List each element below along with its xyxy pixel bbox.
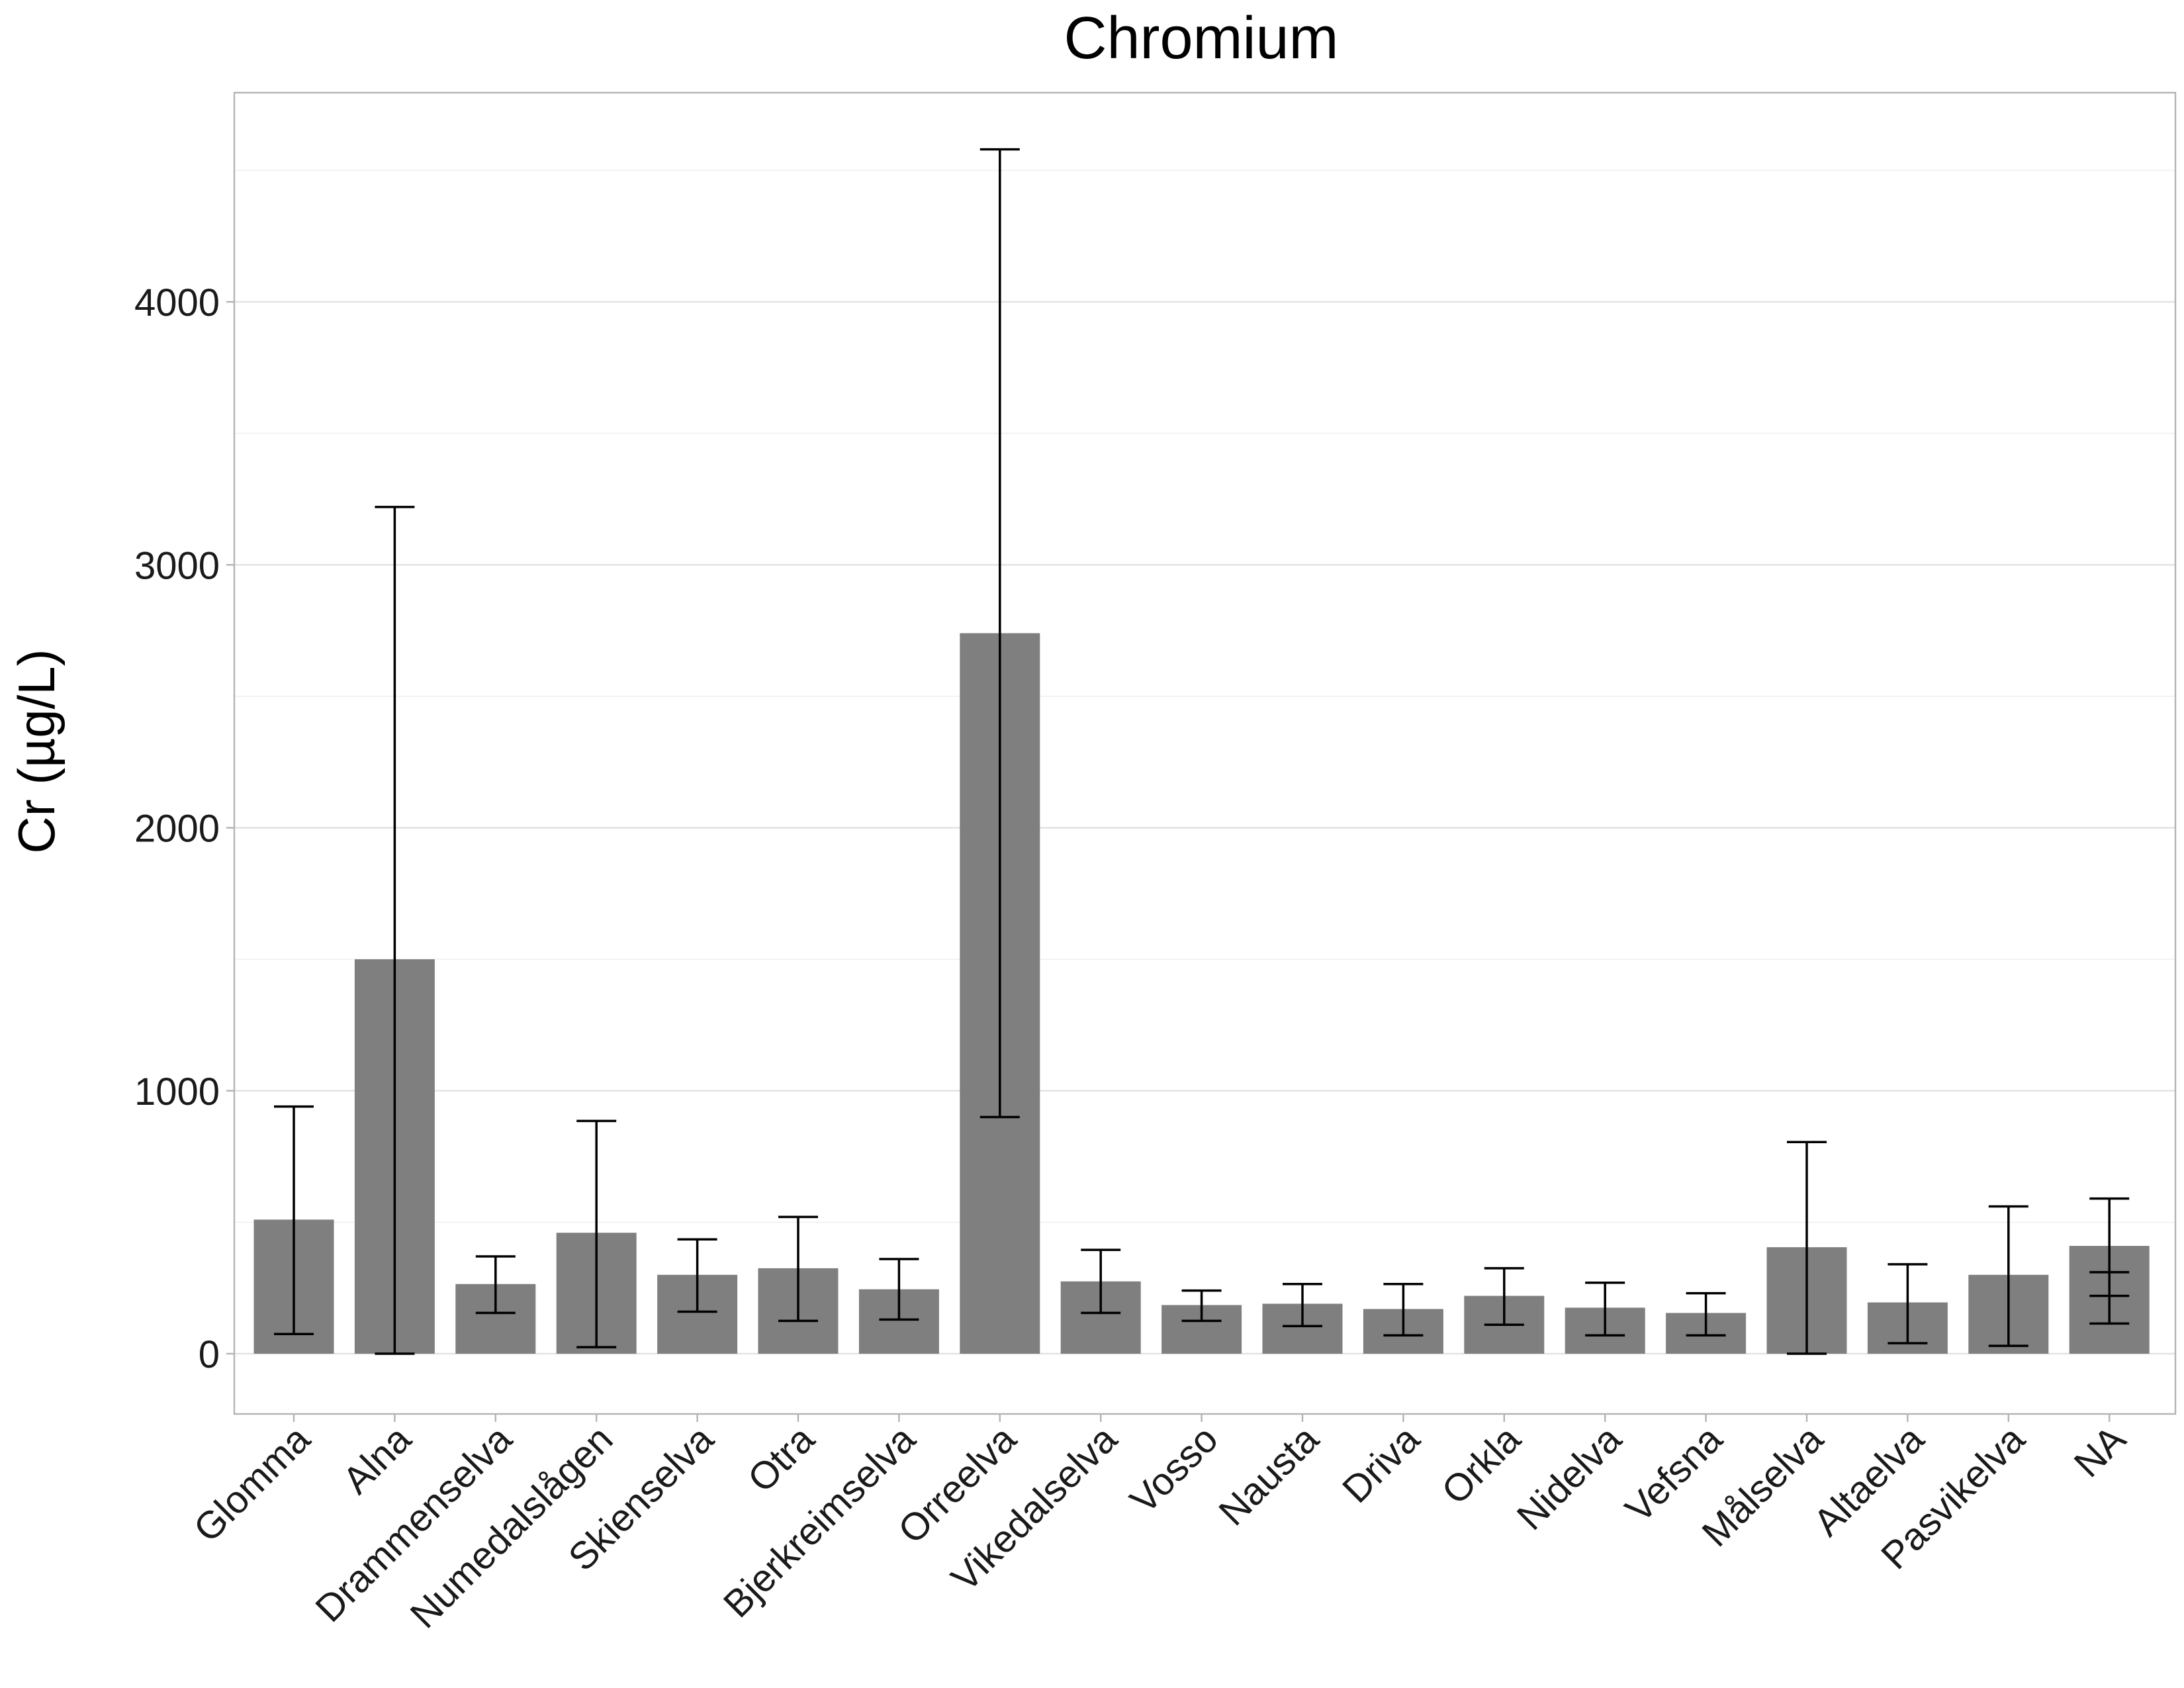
error-bar-numedalslågen [576,1119,617,1348]
plot-panel-border [233,91,2177,1415]
error-bar-glomma [274,1105,314,1335]
error-bars [274,148,2130,1355]
error-bar-nausta [1283,1282,1322,1328]
y-tick-label: 0 [199,1333,220,1376]
x-tick-label: Nidelva [1509,1417,1630,1538]
error-bar-pasvikelva [1988,1205,2028,1347]
error-bar-driva [1383,1282,1424,1336]
error-bar-orkla [1484,1267,1524,1327]
error-bar-orreelva [979,148,1020,1119]
y-tick-label: 3000 [134,544,220,587]
x-tick-label: Otra [739,1417,823,1501]
x-axis-ticks: Glomma AlnaDrammenselvaNumedalslågenSkien… [185,1414,2134,1636]
x-tick-label: Orkla [1433,1417,1529,1513]
y-axis-ticks: 0 1000 2000 3000 4000 [134,281,234,1376]
error-bar-vosso [1181,1289,1222,1323]
bars [253,633,2150,1354]
error-bar-målselva [1787,1141,1827,1355]
error-bar-altaelva [1888,1263,1928,1344]
error-bar-skienselva [677,1238,717,1313]
x-tick-label: Glomma [185,1417,318,1550]
error-bar-vikedalselva [1081,1248,1121,1315]
error-bar-bjerkreimselva [879,1258,919,1321]
y-tick-label: 4000 [134,281,220,324]
y-tick-label: 2000 [134,808,220,851]
x-tick-label: Driva [1334,1417,1428,1511]
error-bar-nidelva [1585,1281,1625,1336]
x-tick-label: Alna [335,1417,420,1503]
y-axis-label: Cr (µg/L) [7,649,66,853]
y-tick-label: 1000 [134,1070,220,1113]
error-bar-vefsna [1686,1291,1726,1336]
grid-lines [234,169,2175,1355]
x-tick-label: NA [2066,1417,2134,1485]
error-bar-na [2089,1197,2130,1325]
x-tick-label: Vosso [1122,1417,1226,1522]
error-bar-drammenselva [475,1255,516,1315]
chart-title: Chromium [1064,5,1338,71]
x-tick-label: Nausta [1210,1417,1327,1534]
error-bar-otra [778,1215,818,1323]
error-bar-alna [375,506,415,1355]
